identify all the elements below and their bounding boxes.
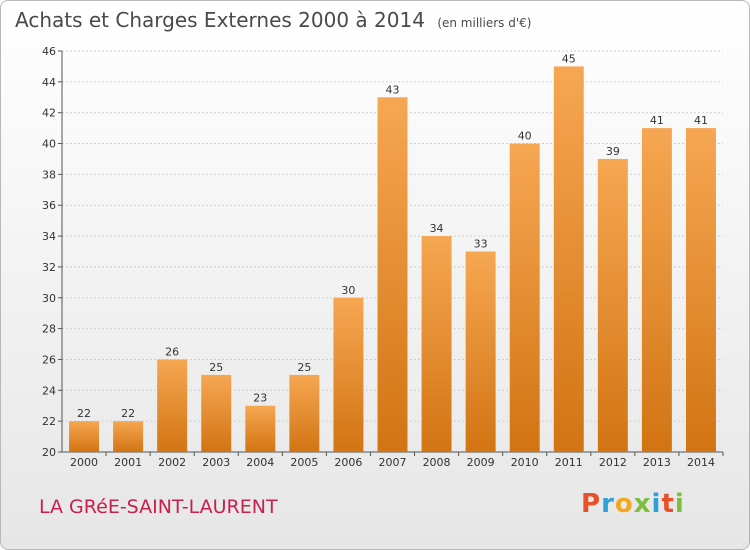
bar [333,297,364,452]
x-tick-label: 2005 [290,456,318,469]
data-label: 25 [209,361,223,374]
x-tick-label: 2002 [158,456,186,469]
bar [245,405,276,452]
y-tick-label: 44 [42,76,56,89]
logo-letter: r [601,489,615,519]
bars [69,66,716,453]
bar [685,128,716,452]
data-label: 43 [386,83,400,96]
data-label: 39 [606,145,620,158]
chart-unit: (en milliers d'€) [437,16,532,30]
proxiti-logo[interactable]: Proxiti [581,489,685,519]
labels: 20 22 24 26 28 30 32 34 36 38 40 42 44 46 22 2000 22 2001… [42,45,715,469]
bar [509,143,540,453]
chart-title-text: Achats et Charges Externes 2000 à 2014 [15,8,425,32]
bar [289,374,320,452]
y-tick-label: 40 [42,138,56,151]
x-tick-label: 2006 [334,456,362,469]
data-label: 41 [650,114,664,127]
data-label: 33 [474,238,488,251]
bar [553,66,584,452]
data-label: 34 [430,222,444,235]
data-label: 22 [121,407,135,420]
logo-letter: P [581,489,602,519]
x-tick-label: 2001 [114,456,142,469]
x-tick-label: 2009 [467,456,495,469]
x-tick-label: 2013 [643,456,671,469]
y-tick-label: 24 [42,384,56,397]
y-tick-label: 38 [42,168,56,181]
logo-letter: t [661,489,675,519]
x-tick-label: 2004 [246,456,274,469]
y-tick-label: 28 [42,323,56,336]
data-label: 23 [253,392,267,405]
y-tick-label: 46 [42,45,56,58]
bar [597,158,628,452]
bar [465,251,496,452]
x-tick-label: 2012 [599,456,627,469]
x-tick-label: 2007 [379,456,407,469]
commune-name: LA GRéE-SAINT-LAURENT [39,496,278,518]
bar [113,421,144,452]
bar [421,236,452,452]
x-tick-label: 2014 [687,456,715,469]
data-label: 41 [694,114,708,127]
x-tick-label: 2000 [70,456,98,469]
y-tick-label: 34 [42,230,56,243]
data-label: 25 [297,361,311,374]
y-tick-label: 32 [42,261,56,274]
y-tick-label: 26 [42,353,56,366]
bar [641,128,672,452]
bar [69,421,100,452]
y-tick-label: 30 [42,292,56,305]
logo-letter: o [614,489,634,519]
x-tick-label: 2011 [555,456,583,469]
data-label: 45 [562,52,576,65]
y-tick-label: 20 [42,446,56,459]
logo-letter: i [651,489,662,519]
y-tick-label: 42 [42,107,56,120]
y-tick-label: 36 [42,199,56,212]
bar [377,97,408,453]
logo-letter: x [633,489,652,519]
data-label: 26 [165,345,179,358]
bar [157,359,188,452]
x-tick-label: 2008 [423,456,451,469]
data-label: 22 [77,407,91,420]
chart-title: Achats et Charges Externes 2000 à 2014 (… [15,8,531,32]
data-label: 30 [341,284,355,297]
data-label: 40 [518,130,532,143]
y-tick-label: 22 [42,415,56,428]
bar [201,374,232,452]
logo-letter: i [674,489,685,519]
x-tick-label: 2003 [202,456,230,469]
x-tick-label: 2010 [511,456,539,469]
